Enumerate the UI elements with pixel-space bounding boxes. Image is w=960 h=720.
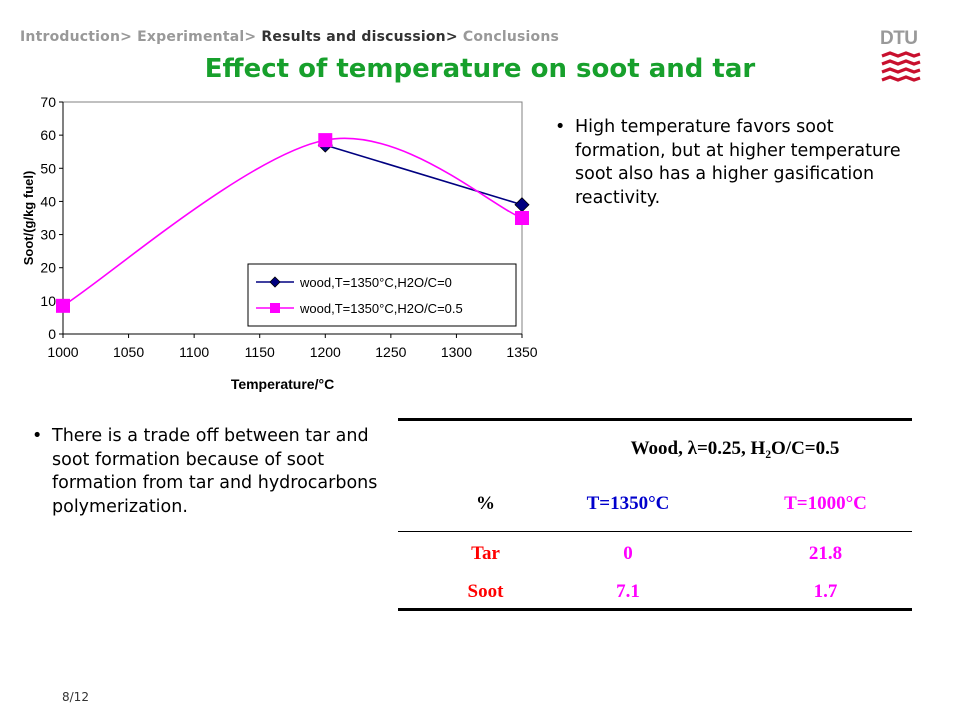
table-cell-1000: 21.8 bbox=[808, 543, 843, 564]
series-1 bbox=[317, 137, 530, 213]
y-tick-label: 10 bbox=[40, 293, 56, 309]
breadcrumb-item-conclusions[interactable]: Conclusions bbox=[462, 29, 560, 45]
y-tick-label: 70 bbox=[40, 94, 56, 110]
breadcrumb-item-results[interactable]: Results and discussion> bbox=[261, 29, 458, 45]
table-top-rule bbox=[398, 418, 912, 421]
dtu-logo-mark bbox=[881, 51, 921, 82]
slide-title: Effect of temperature on soot and tar bbox=[204, 54, 756, 84]
x-tick-label: 1300 bbox=[441, 344, 472, 360]
table-cell-1350: 7.1 bbox=[616, 581, 640, 602]
y-tick-label: 50 bbox=[40, 160, 56, 176]
data-point bbox=[515, 211, 529, 225]
table-cell-1000: 1.7 bbox=[813, 581, 838, 602]
x-tick-label: 1200 bbox=[310, 344, 341, 360]
table-col-1350: T=1350°C bbox=[586, 493, 670, 514]
series-line bbox=[325, 144, 523, 206]
legend-box bbox=[247, 263, 517, 327]
logo-wave bbox=[881, 59, 921, 66]
chart-legend: wood,T=1350°C,H2O/C=0 wood,T=1350°C,H2O/C… bbox=[247, 263, 517, 327]
breadcrumb-item-introduction[interactable]: Introduction> bbox=[20, 29, 133, 45]
legend-item: wood,T=1350°C,H2O/C=0 bbox=[256, 275, 452, 290]
table-bottom-rule bbox=[398, 608, 912, 611]
breadcrumb: Introduction> Experimental> Results and … bbox=[20, 29, 559, 45]
logo-wave bbox=[881, 51, 921, 58]
legend-label: wood,T=1350°C,H2O/C=0.5 bbox=[299, 301, 463, 316]
table-row-label: Soot bbox=[467, 581, 504, 602]
x-tick-label: 1100 bbox=[179, 344, 209, 360]
table-header: Wood, λ=0.25, H₂O/C=0.5 bbox=[630, 438, 840, 459]
bullet-text: There is a trade off between tar and soo… bbox=[52, 426, 378, 517]
bullet-dot: • bbox=[555, 117, 566, 137]
x-tick-label: 1050 bbox=[113, 344, 144, 360]
x-tick-label: 1250 bbox=[375, 344, 406, 360]
table-mid-rule bbox=[398, 531, 912, 532]
breadcrumb-item-experimental[interactable]: Experimental> bbox=[137, 29, 257, 45]
y-tick-label: 20 bbox=[40, 260, 56, 276]
legend-label: wood,T=1350°C,H2O/C=0 bbox=[299, 275, 452, 290]
logo-wave bbox=[881, 75, 921, 82]
legend-marker bbox=[269, 276, 281, 288]
table-cell-1350: 0 bbox=[623, 543, 633, 564]
page-number: 8/12 bbox=[62, 690, 89, 704]
x-axis-label: Temperature/°C bbox=[231, 376, 334, 392]
x-tick-label: 1000 bbox=[47, 344, 78, 360]
data-point bbox=[56, 298, 70, 313]
series-2 bbox=[56, 133, 529, 313]
logo-wave bbox=[881, 67, 921, 74]
table-col-percent: % bbox=[476, 493, 495, 514]
y-tick-label: 40 bbox=[40, 193, 56, 209]
legend-marker bbox=[270, 303, 280, 313]
legend-item: wood,T=1350°C,H2O/C=0.5 bbox=[256, 301, 463, 316]
bullet-dot: • bbox=[32, 426, 43, 446]
x-tick-label: 1150 bbox=[245, 344, 275, 360]
y-tick-label: 0 bbox=[48, 326, 56, 342]
data-point bbox=[514, 197, 530, 213]
soot-temperature-chart: 0 10 20 30 40 50 60 70 1000 1050 1100 1150 1200 1250 1… bbox=[21, 94, 538, 392]
dtu-logo-text: DTU bbox=[880, 28, 918, 49]
y-axis-label: Soot/(g/kg fuel) bbox=[21, 171, 36, 266]
x-tick-label: 1350 bbox=[506, 344, 537, 360]
y-tick-label: 60 bbox=[40, 127, 56, 143]
dtu-logo: DTU bbox=[880, 28, 921, 82]
bullet-text: High temperature favors soot formation, … bbox=[575, 117, 901, 208]
data-point bbox=[318, 133, 333, 148]
table-col-1000: T=1000°C bbox=[784, 493, 867, 514]
y-tick-label: 30 bbox=[40, 227, 56, 243]
table-row-label: Tar bbox=[471, 543, 500, 564]
